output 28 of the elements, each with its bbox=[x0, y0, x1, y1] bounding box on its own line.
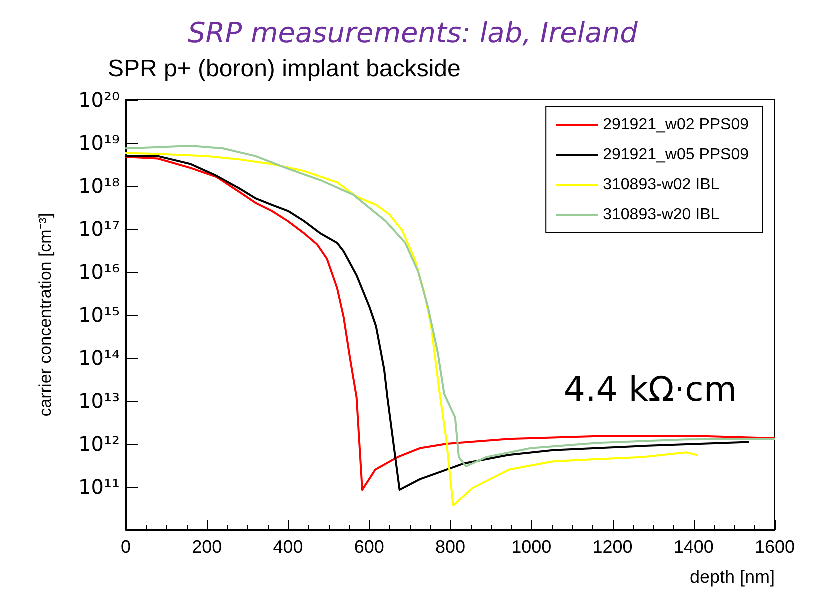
x-tick-label: 1400 bbox=[674, 537, 714, 557]
x-axis-title: depth [nm] bbox=[690, 567, 776, 587]
legend-label: 291921_w02 PPS09 bbox=[603, 116, 750, 134]
x-tick-label: 400 bbox=[273, 537, 304, 557]
x-tick-label: 200 bbox=[192, 537, 222, 557]
y-tick-label: 10¹⁶ bbox=[78, 260, 120, 284]
legend-label: 310893-w20 IBL bbox=[603, 206, 720, 224]
y-tick-label: 10¹² bbox=[78, 432, 120, 456]
y-tick-label: 10²⁰ bbox=[78, 88, 120, 112]
x-tick-label: 1000 bbox=[512, 537, 552, 557]
legend-label: 310893-w02 IBL bbox=[603, 176, 720, 194]
y-tick-label: 10¹⁴ bbox=[78, 346, 120, 370]
chart-subtitle: SRP measurements: lab, Ireland bbox=[188, 16, 638, 50]
x-tick-label: 600 bbox=[354, 537, 384, 557]
x-tick-label: 0 bbox=[120, 537, 132, 557]
y-tick-label: 10¹³ bbox=[78, 389, 120, 413]
y-tick-label: 10¹¹ bbox=[78, 475, 120, 499]
y-tick-label: 10¹⁵ bbox=[78, 303, 120, 327]
y-tick-label: 10¹⁷ bbox=[78, 217, 120, 241]
x-tick-label: 1200 bbox=[592, 537, 633, 557]
x-tick-label: 800 bbox=[435, 537, 466, 557]
chart-title: SPR p+ (boron) implant backside bbox=[108, 56, 461, 82]
x-tick-label: 1600 bbox=[754, 537, 796, 557]
y-axis-title: carrier concentration [cm⁻³] bbox=[36, 213, 55, 417]
annotation: 4.4 kΩ·cm bbox=[564, 370, 737, 410]
y-tick-label: 10¹⁸ bbox=[78, 174, 120, 198]
legend-label: 291921_w05 PPS09 bbox=[603, 146, 750, 164]
y-tick-label: 10¹⁹ bbox=[78, 131, 120, 155]
